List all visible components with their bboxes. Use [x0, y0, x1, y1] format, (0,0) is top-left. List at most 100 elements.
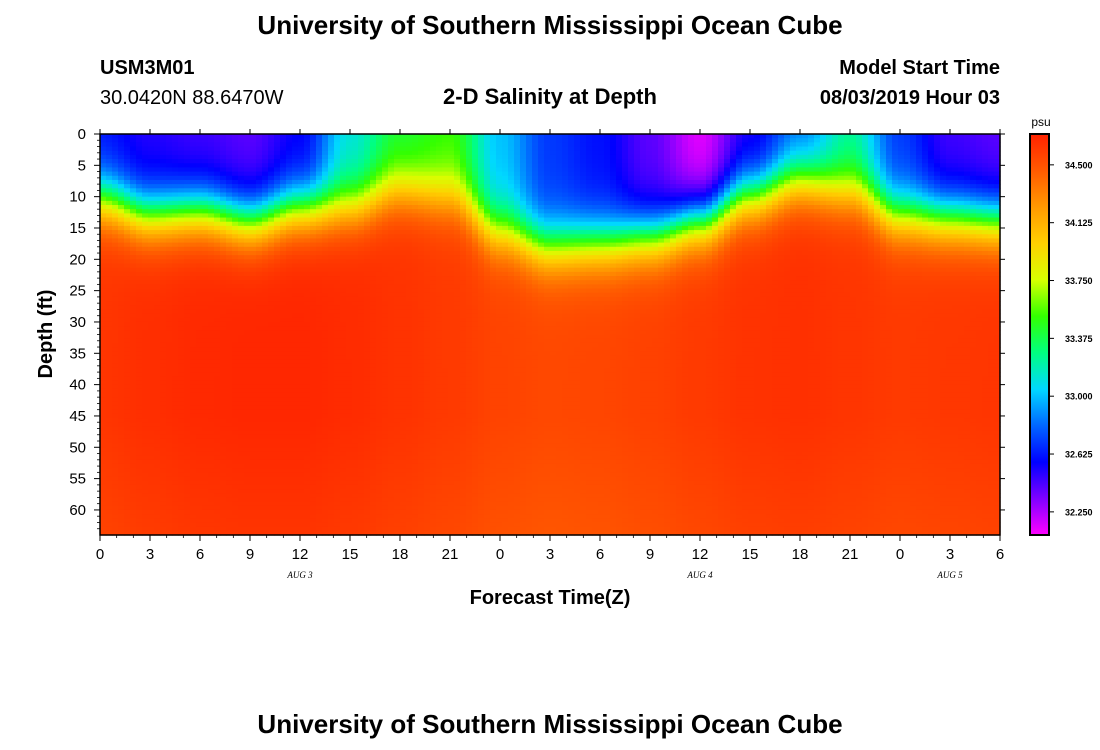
- heatmap-cell: [142, 200, 149, 206]
- heatmap-cell: [232, 422, 239, 427]
- heatmap-cell: [316, 401, 323, 407]
- heatmap-cell: [250, 234, 257, 240]
- heatmap-cell: [154, 384, 161, 390]
- heatmap-cell: [130, 280, 137, 285]
- heatmap-cell: [106, 334, 113, 340]
- heatmap-cell: [112, 167, 119, 173]
- heatmap-cell: [124, 455, 131, 461]
- heatmap-cell: [394, 246, 401, 252]
- heatmap-cell: [202, 142, 209, 148]
- heatmap-cell: [298, 355, 305, 361]
- heatmap-cell: [142, 138, 149, 143]
- heatmap-cell: [172, 221, 179, 227]
- heatmap-cell: [394, 321, 401, 327]
- heatmap-cell: [142, 246, 149, 252]
- heatmap-cell: [118, 472, 125, 478]
- heatmap-cell: [178, 463, 185, 469]
- heatmap-cell: [328, 409, 335, 415]
- heatmap-cell: [298, 230, 305, 235]
- heatmap-cell: [196, 438, 203, 444]
- heatmap-cell: [232, 296, 239, 302]
- heatmap-cell: [148, 397, 155, 402]
- heatmap-cell: [280, 480, 287, 486]
- heatmap-cell: [118, 434, 125, 440]
- heatmap-cell: [352, 255, 359, 260]
- heatmap-cell: [250, 159, 257, 164]
- heatmap-cell: [256, 217, 263, 223]
- heatmap-cell: [160, 338, 167, 344]
- heatmap-cell: [358, 263, 365, 269]
- heatmap-cell: [160, 422, 167, 427]
- heatmap-cell: [292, 342, 299, 348]
- heatmap-cell: [340, 159, 347, 164]
- heatmap-cell: [220, 468, 227, 473]
- heatmap-cell: [304, 438, 311, 444]
- heatmap-cell: [334, 426, 341, 432]
- heatmap-cell: [154, 514, 161, 519]
- heatmap-cell: [388, 184, 395, 189]
- heatmap-cell: [148, 338, 155, 344]
- heatmap-cell: [382, 317, 389, 323]
- heatmap-cell: [340, 230, 347, 235]
- heatmap-cell: [406, 184, 413, 189]
- heatmap-cell: [352, 459, 359, 465]
- heatmap-cell: [178, 501, 185, 507]
- heatmap-cell: [124, 234, 131, 240]
- heatmap-cell: [256, 472, 263, 478]
- heatmap-cell: [352, 347, 359, 352]
- heatmap-cell: [328, 447, 335, 453]
- heatmap-cell: [142, 384, 149, 390]
- heatmap-cell: [268, 217, 275, 223]
- heatmap-cell: [166, 363, 173, 369]
- heatmap-cell: [154, 430, 161, 436]
- heatmap-cell: [310, 321, 317, 327]
- heatmap-cell: [256, 409, 263, 415]
- heatmap-cell: [238, 255, 245, 260]
- heatmap-cell: [328, 363, 335, 369]
- heatmap-cell: [256, 484, 263, 490]
- heatmap-cell: [268, 330, 275, 336]
- heatmap-cell: [376, 376, 383, 382]
- heatmap-cell: [292, 409, 299, 415]
- heatmap-cell: [364, 146, 371, 152]
- heatmap-cell: [100, 196, 107, 202]
- heatmap-cell: [304, 330, 311, 336]
- heatmap-cell: [112, 338, 119, 344]
- heatmap-cell: [364, 351, 371, 356]
- heatmap-cell: [382, 305, 389, 311]
- heatmap-cell: [334, 522, 341, 528]
- heatmap-cell: [376, 443, 383, 448]
- heatmap-cell: [106, 284, 113, 290]
- heatmap-cell: [406, 326, 413, 331]
- heatmap-cell: [400, 188, 407, 194]
- heatmap-cell: [304, 263, 311, 269]
- heatmap-cell: [328, 200, 335, 206]
- heatmap-cell: [232, 484, 239, 490]
- heatmap-cell: [100, 334, 107, 340]
- heatmap-cell: [208, 367, 215, 373]
- heatmap-cell: [328, 359, 335, 365]
- heatmap-cell: [178, 213, 185, 219]
- heatmap-cell: [352, 409, 359, 415]
- heatmap-cell: [280, 509, 287, 515]
- heatmap-cell: [208, 388, 215, 394]
- heatmap-cell: [256, 505, 263, 511]
- heatmap-cell: [334, 530, 341, 536]
- heatmap-cell: [304, 526, 311, 532]
- heatmap-cell: [340, 263, 347, 269]
- heatmap-cell: [346, 422, 353, 427]
- heatmap-cell: [364, 530, 371, 536]
- heatmap-cell: [136, 526, 143, 532]
- heatmap-cell: [154, 426, 161, 432]
- heatmap-cell: [202, 384, 209, 390]
- heatmap-cell: [358, 200, 365, 206]
- heatmap-cell: [238, 501, 245, 507]
- heatmap-cell: [262, 526, 269, 532]
- heatmap-cell: [100, 505, 107, 511]
- heatmap-cell: [124, 142, 131, 148]
- heatmap-cell: [226, 347, 233, 352]
- heatmap-cell: [196, 459, 203, 465]
- heatmap-cell: [388, 334, 395, 340]
- heatmap-cell: [184, 434, 191, 440]
- heatmap-cell: [316, 530, 323, 536]
